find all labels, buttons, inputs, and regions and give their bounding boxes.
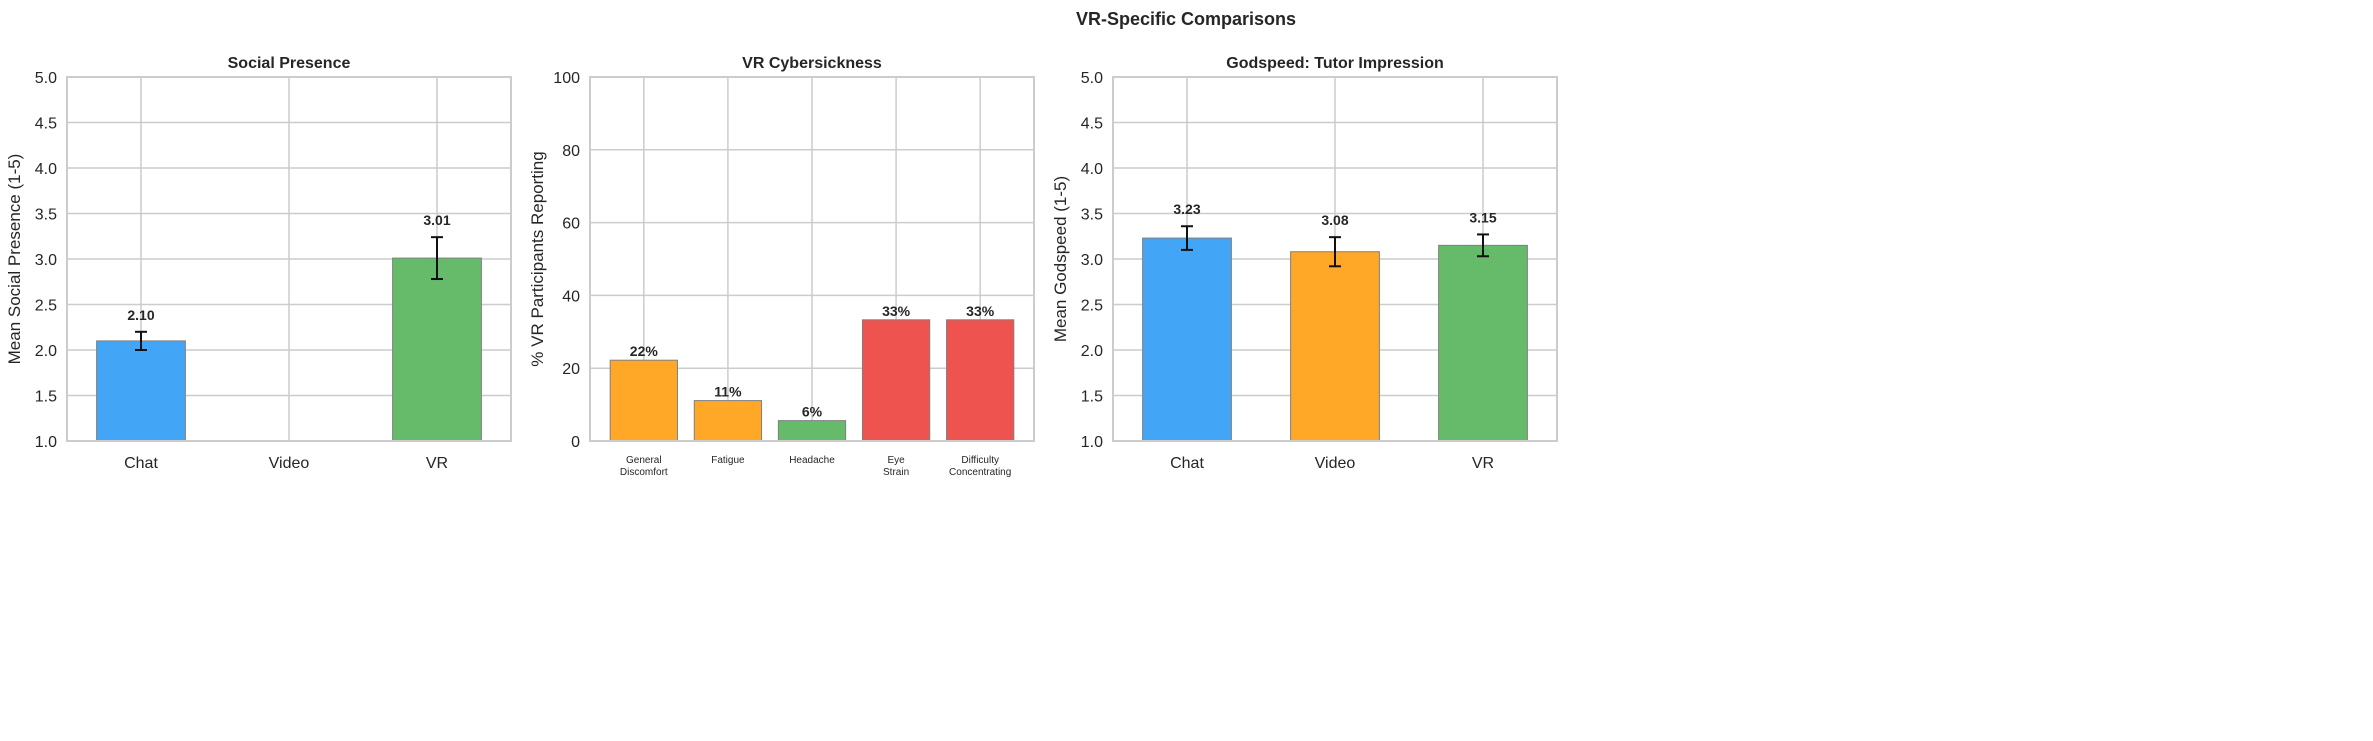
y-tick-label: 40 xyxy=(562,288,580,305)
figure-suptitle: VR-Specific Comparisons xyxy=(1076,9,1296,29)
x-tick-label: Fatigue xyxy=(711,455,745,466)
x-tick-label: Chat xyxy=(1170,455,1204,472)
y-tick-label: 4.5 xyxy=(35,116,57,133)
y-tick-label: 2.0 xyxy=(1081,343,1103,360)
axes-frame xyxy=(1112,76,1558,442)
data-label: 3.15 xyxy=(1469,209,1496,225)
data-label: 22% xyxy=(630,343,659,359)
bar-general-discomfort xyxy=(609,359,678,442)
y-tick-label: 1.0 xyxy=(35,434,57,451)
bar-chat xyxy=(96,340,186,442)
data-label: 2.10 xyxy=(127,307,154,323)
y-tick-label: 60 xyxy=(562,216,580,233)
y-tick-label: 4.0 xyxy=(1081,161,1103,178)
panel-3: 1.0 1.5 2.0 2.5 3.0 3.5 4.0 4.5 5.0 3.23 3.08 3.15 C… xyxy=(1051,55,1558,472)
data-label: 3.08 xyxy=(1321,212,1348,228)
axes-frame xyxy=(66,76,512,442)
x-tick-label: General xyxy=(626,455,662,466)
x-tick-label: Strain xyxy=(883,467,909,478)
x-tick-label: Discomfort xyxy=(620,467,668,478)
y-tick-label: 1.5 xyxy=(35,389,57,406)
y-axis-label: Mean Godspeed (1-5) xyxy=(1051,176,1070,342)
x-tick-label: Video xyxy=(1315,455,1356,472)
y-tick-label: 2.0 xyxy=(35,343,57,360)
x-tick-label: Difficulty xyxy=(961,455,999,466)
y-tick-label: 1.5 xyxy=(1081,389,1103,406)
y-tick-label: 4.5 xyxy=(1081,116,1103,133)
bar-chat xyxy=(1142,237,1232,442)
x-tick-label: Video xyxy=(269,455,310,472)
panel-title: VR Cybersickness xyxy=(742,55,882,72)
data-label: 6% xyxy=(802,404,823,420)
bar-difficulty-concentrating xyxy=(946,319,1015,442)
y-tick-label: 1.0 xyxy=(1081,434,1103,451)
data-label: 3.01 xyxy=(423,212,450,228)
y-tick-label: 0 xyxy=(571,434,580,451)
data-label: 33% xyxy=(966,303,995,319)
x-tick-label: VR xyxy=(1472,455,1494,472)
bar-fatigue xyxy=(693,400,763,442)
y-tick-label: 2.5 xyxy=(1081,298,1103,315)
y-tick-label: 2.5 xyxy=(35,298,57,315)
axes-frame xyxy=(589,76,1035,442)
x-tick-label: Headache xyxy=(789,455,835,466)
y-tick-label: 3.0 xyxy=(35,252,57,269)
y-tick-label: 4.0 xyxy=(35,161,57,178)
y-tick-label: 3.5 xyxy=(1081,207,1103,224)
bar-video xyxy=(1290,251,1380,442)
y-axis-label: % VR Participants Reporting xyxy=(528,151,547,366)
bar-headache xyxy=(777,420,847,442)
x-tick-label: Concentrating xyxy=(949,467,1011,478)
x-tick-label: Eye xyxy=(887,455,905,466)
panel-title: Godspeed: Tutor Impression xyxy=(1226,55,1444,72)
panel-title: Social Presence xyxy=(228,55,351,72)
data-label: 11% xyxy=(714,384,742,400)
panel-2: 0 20 40 60 80 100 22% 11% 6% 33% 33% GeneralDiscomf… xyxy=(528,55,1035,478)
y-axis-label: Mean Social Presence (1-5) xyxy=(5,154,24,365)
bar-vr xyxy=(392,257,482,442)
x-tick-label: Chat xyxy=(124,455,158,472)
x-tick-label: VR xyxy=(426,455,448,472)
data-label: 3.23 xyxy=(1173,201,1200,217)
y-tick-label: 3.5 xyxy=(35,207,57,224)
y-tick-label: 80 xyxy=(562,143,580,160)
bar-eye-strain xyxy=(861,319,931,442)
y-tick-label: 20 xyxy=(562,361,580,378)
bar-vr xyxy=(1438,244,1528,442)
panel-1: 1.0 1.5 2.0 2.5 3.0 3.5 4.0 4.5 5.0 2.10 3.01 Chat V… xyxy=(5,55,512,472)
y-tick-label: 3.0 xyxy=(1081,252,1103,269)
y-tick-label: 5.0 xyxy=(35,70,57,87)
y-tick-label: 100 xyxy=(553,70,580,87)
data-label: 33% xyxy=(882,303,911,319)
y-tick-label: 5.0 xyxy=(1081,70,1103,87)
